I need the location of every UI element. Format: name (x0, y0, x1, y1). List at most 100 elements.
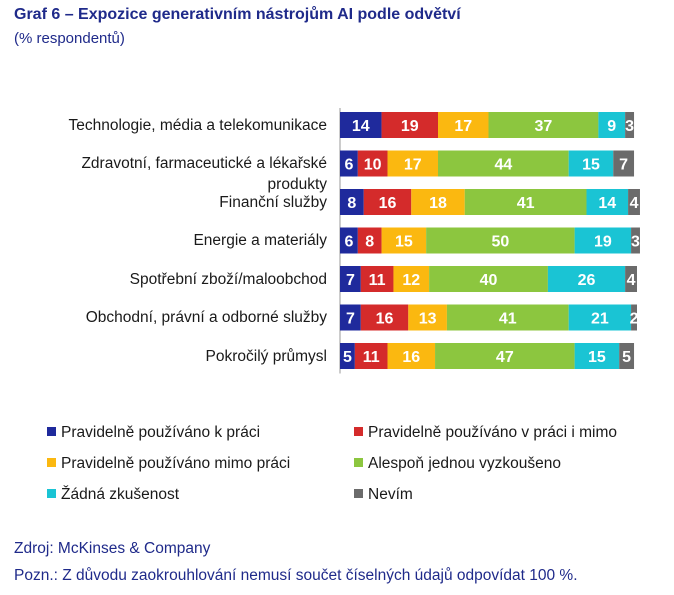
bar-value-label: 6 (344, 157, 353, 174)
bar-value-label: 9 (607, 118, 616, 135)
bar-segment (631, 304, 637, 331)
bar-segment (340, 266, 361, 292)
footnote: Pozn.: Z důvodu zaokrouhlování nemusí so… (14, 567, 578, 584)
bar-segment (340, 227, 358, 254)
bar-value-label: 21 (591, 311, 609, 328)
legend-label: Pravidelně používáno mimo práci (61, 455, 291, 472)
legend-item: Nevím (354, 486, 413, 504)
bar-value-label: 19 (594, 234, 612, 251)
bar-value-label: 41 (517, 195, 535, 212)
source-note: Zdroj: McKinses & Company (14, 540, 211, 557)
category-label: Spotřební zboží/maloobchod (9, 269, 327, 290)
category-label: Technologie, média a telekomunikace (9, 115, 328, 136)
bar-value-label: 44 (494, 157, 512, 174)
bar-value-label: 4 (627, 272, 636, 289)
bar-value-label: 16 (379, 195, 397, 212)
bar-segment (363, 189, 412, 215)
bar-value-label: 6 (344, 234, 353, 251)
category-label-line: Finanční služby (219, 193, 327, 211)
bar-segment (387, 150, 439, 177)
chart-title: Graf 6 – Expozice generativním nástrojům… (14, 6, 461, 23)
bar-value-label: 40 (480, 272, 498, 289)
legend-label: Alespoň jednou vyzkoušeno (368, 455, 562, 472)
category-label-line: produkty (267, 175, 327, 193)
bar-segment (464, 189, 587, 215)
bar-segment (568, 150, 614, 177)
bar-value-label: 26 (578, 272, 596, 289)
bar-value-label: 3 (631, 234, 640, 251)
chart-subtitle: (% respondentů) (14, 30, 125, 47)
bar-segment (568, 304, 632, 331)
category-label: Obchodní, právní a odborné služby (9, 307, 327, 328)
legend-label: Žádná zkušenost (61, 486, 180, 503)
stacked-bar-chart: 14 19 17 37 9 36 10 17 44 15 78 16 18 41 14 46 8 15 50 19 37… (339, 108, 640, 374)
bar-segment (340, 343, 355, 369)
bar-value-label: 5 (622, 349, 631, 366)
legend-item: Žádná zkušenost (47, 486, 179, 504)
bar-value-label: 16 (376, 311, 394, 328)
bar-value-label: 47 (496, 349, 514, 366)
bar-value-label: 3 (625, 118, 634, 135)
bar-value-label: 4 (630, 195, 639, 212)
bar-segment (354, 343, 388, 369)
legend-label: Nevím (368, 486, 413, 503)
bar-value-label: 19 (401, 118, 419, 135)
bar-segment (613, 150, 635, 177)
bar-value-label: 2 (630, 311, 639, 328)
legend-label: Pravidelně používáno k práci (61, 424, 261, 441)
bar-segment (381, 227, 427, 254)
legend-item: Pravidelně používáno k práci (47, 424, 260, 442)
bar-value-label: 13 (419, 311, 437, 328)
bar-value-label: 8 (365, 234, 374, 251)
legend-label: Pravidelně používáno v práci i mimo (368, 424, 617, 441)
bar-segment (340, 304, 361, 331)
bar-value-label: 12 (402, 272, 420, 289)
bar-value-label: 37 (535, 118, 553, 135)
bar-value-label: 10 (364, 157, 382, 174)
bar-value-label: 14 (352, 118, 370, 135)
bar-segment (574, 343, 620, 369)
bar-segment (426, 227, 575, 254)
bar-segment (387, 343, 436, 369)
bar-segment (547, 266, 626, 292)
bar-segment (357, 150, 388, 177)
bar-segment (340, 189, 364, 215)
bar-segment (340, 112, 382, 138)
bar-segment (598, 112, 626, 138)
bar-segment (628, 189, 640, 215)
bar-value-label: 7 (346, 272, 355, 289)
bar-segment (625, 266, 637, 292)
bar-segment (574, 227, 632, 254)
bar-value-label: 11 (363, 349, 380, 366)
bar-value-label: 15 (582, 157, 600, 174)
bar-segment (619, 343, 635, 369)
bar-value-label: 7 (346, 311, 355, 328)
category-label-line: Pokročilý průmysl (205, 347, 327, 365)
bar-segment (408, 304, 447, 331)
bar-segment (360, 266, 394, 292)
bar-segment (340, 150, 358, 177)
category-label-line: Technologie, média a telekomunikace (68, 116, 328, 134)
legend-swatch (354, 427, 363, 436)
legend-item: Pravidelně používáno v práci i mimo (354, 424, 617, 442)
bar-segment (381, 112, 439, 138)
bar-value-label: 17 (454, 118, 472, 135)
bar-value-label: 17 (404, 157, 422, 174)
bar-segment (429, 266, 548, 292)
legend-swatch (47, 427, 56, 436)
category-label: Zdravotní, farmaceutické a lékařské produ… (9, 153, 327, 195)
bar-segment (411, 189, 465, 215)
bar-value-label: 5 (343, 349, 352, 366)
bar-segment (438, 150, 569, 177)
bar-value-label: 50 (491, 234, 509, 251)
category-label-line: Energie a materiály (193, 232, 327, 249)
bar-value-label: 15 (395, 234, 413, 251)
legend-item: Pravidelně používáno mimo práci (47, 455, 290, 473)
legend-item: Alespoň jednou vyzkoušeno (354, 455, 561, 473)
category-label: Finanční služby (9, 192, 327, 213)
category-label: Energie a materiály (9, 230, 327, 251)
bar-segment (438, 112, 489, 138)
bar-segment (488, 112, 599, 138)
category-label-line: Spotřební zboží/maloobchod (129, 270, 327, 288)
bar-value-label: 15 (588, 349, 606, 366)
